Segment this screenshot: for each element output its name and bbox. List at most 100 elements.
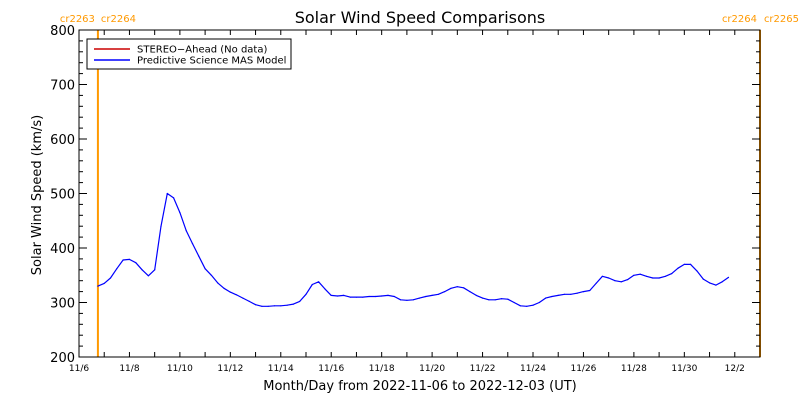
series-1-point	[690, 263, 692, 265]
series-1-point	[683, 263, 685, 265]
series-1-point	[494, 299, 496, 301]
x-tick-label: 11/8	[119, 364, 139, 374]
carrington-label-right: cr2265	[764, 14, 799, 25]
series-1-point	[318, 281, 320, 283]
series-1-point	[116, 268, 118, 270]
series-1-point	[595, 282, 597, 284]
series-1-point	[576, 292, 578, 294]
series-1-point	[336, 295, 339, 297]
series-1-point	[286, 304, 288, 306]
y-tick-label: 800	[50, 24, 75, 39]
series-1-point	[217, 282, 219, 284]
series-1-point	[141, 269, 143, 271]
x-tick-label: 11/14	[268, 364, 294, 374]
series-1-point	[563, 293, 566, 295]
series-1-point	[210, 274, 212, 276]
series-1-point	[381, 295, 383, 297]
series-1-point	[128, 258, 130, 260]
y-tick-label: 400	[50, 242, 75, 257]
series-1-point	[109, 277, 112, 279]
series-1-point	[299, 300, 301, 302]
series-1-point	[532, 304, 534, 306]
series-1-point	[412, 299, 414, 301]
series-1-point	[387, 294, 389, 296]
series-1-point	[154, 269, 156, 271]
series-1-point	[122, 259, 124, 261]
series-lines	[97, 192, 730, 307]
x-tick-label: 11/10	[167, 364, 193, 374]
x-tick-label: 11/16	[318, 364, 344, 374]
series-1-point	[469, 291, 471, 293]
series-1-point	[702, 278, 704, 280]
series-1-point	[242, 297, 244, 299]
legend-entry-1: Predictive Science MAS Model	[137, 56, 286, 67]
carrington-label-left: cr2264	[722, 14, 757, 25]
legend: STEREO−Ahead (No data)Predictive Science…	[86, 38, 292, 70]
series-1-point	[513, 301, 515, 304]
series-1-point	[677, 267, 679, 269]
series-1-point	[173, 197, 175, 199]
series-1-point	[255, 304, 257, 306]
carrington-label-right: cr2264	[101, 14, 136, 25]
y-tick-label: 700	[50, 79, 75, 94]
series-1-point	[507, 298, 509, 300]
series-1-point	[273, 305, 276, 307]
legend-box	[86, 38, 292, 70]
carrington-label-left: cr2263	[60, 14, 95, 25]
series-1-point	[431, 294, 433, 296]
series-1-point	[135, 262, 137, 264]
series-1-point	[261, 305, 263, 307]
y-tick-label: 500	[50, 188, 75, 203]
series-1-point	[614, 280, 616, 282]
series-1-point	[696, 270, 698, 272]
series-1-point	[374, 295, 376, 298]
x-tick-label: 11/18	[369, 364, 395, 374]
series-1-point	[267, 305, 269, 307]
series-1-point	[709, 282, 711, 284]
series-1-point	[393, 295, 395, 298]
series-1-point	[456, 286, 458, 288]
series-1-point	[601, 275, 604, 277]
x-tick-label: 11/26	[570, 364, 596, 374]
series-1-point	[418, 297, 421, 299]
series-1-point	[620, 281, 622, 283]
series-1-point	[103, 282, 105, 284]
series-1-point	[236, 294, 238, 296]
series-1-point	[343, 294, 345, 296]
series-1-point	[185, 230, 187, 232]
series-1-point	[639, 273, 641, 275]
series-1-point	[538, 301, 540, 304]
series-1-point	[229, 291, 231, 293]
series-1-point	[444, 291, 446, 293]
series-1-point	[97, 285, 99, 287]
x-tick-label: 11/12	[217, 364, 243, 374]
series-1-point	[179, 212, 181, 214]
chart-title: Solar Wind Speed Comparisons	[295, 8, 546, 27]
series-1-point	[349, 296, 351, 298]
axes: 200 300 400 500 600 700 800 11/6 11/8 11/10 11/12 1…	[50, 24, 761, 374]
x-axis-label: Month/Day from 2022-11-06 to 2022-12-03 …	[263, 379, 576, 394]
series-1-point	[204, 268, 206, 270]
series-1-point	[519, 305, 522, 307]
series-1-point	[147, 275, 149, 277]
series-1-point	[488, 299, 490, 301]
series-1-point	[437, 293, 439, 295]
series-1-point	[362, 296, 364, 298]
series-1-point	[355, 296, 357, 298]
series-1-point	[500, 298, 503, 300]
series-1-point	[633, 274, 635, 276]
series-1-point	[551, 295, 553, 298]
series-1-point	[463, 287, 465, 289]
series-1-point	[727, 276, 730, 278]
series-1-point	[191, 243, 194, 245]
series-1-point	[406, 299, 408, 301]
series-1-point	[425, 295, 427, 298]
series-1-point	[645, 275, 648, 277]
series-1-point	[248, 300, 250, 302]
series-1-point	[311, 283, 313, 286]
series-1-point	[671, 273, 673, 275]
x-tick-label: 11/24	[520, 364, 546, 374]
series-1-point	[570, 293, 572, 295]
x-tick-label: 11/30	[671, 364, 697, 374]
